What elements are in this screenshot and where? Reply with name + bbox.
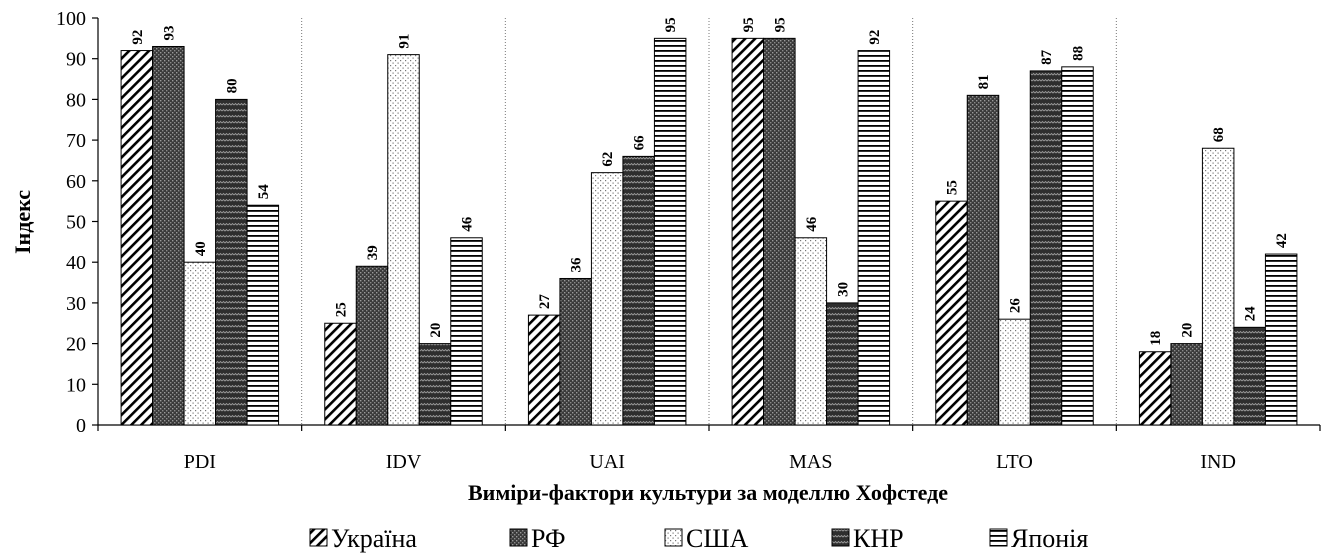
data-label: 24 [1243,306,1259,322]
data-label: 93 [161,25,177,40]
legend-swatch [831,528,850,547]
data-label: 92 [867,30,883,45]
bar [215,98,248,426]
data-label: 54 [256,184,272,200]
legend-label: Японія [1011,524,1088,553]
data-label: 95 [772,17,788,32]
data-label: 55 [945,180,961,195]
bar [998,318,1031,426]
x-tick-label: PDI [184,451,216,473]
bar [1201,147,1235,426]
bar [935,200,968,426]
bar [826,302,859,426]
y-tick-label: 0 [76,415,86,437]
legend-swatch [664,528,683,547]
data-label: 27 [537,294,553,310]
x-tick-label: UAI [589,451,625,473]
bar [966,94,1000,426]
x-tick-label: IDV [386,451,422,473]
bar [590,172,624,426]
bar [387,54,420,426]
bar [450,237,483,426]
bar [1061,66,1094,426]
x-axis-title: Виміри-фактори культури за моделлю Хофст… [468,480,948,505]
data-label: 18 [1148,331,1164,346]
bar [418,343,452,426]
y-tick-label: 60 [66,171,86,193]
data-label: 20 [1180,323,1196,338]
data-label: 46 [460,216,476,232]
x-tick-label: IND [1200,451,1236,473]
bar [152,45,185,426]
data-label: 36 [569,257,585,273]
plot-area: 0 10 20 30 40 50 60 70 80 90 100 92 93 40 80 54 PDI 25 39 9… [56,8,1321,473]
bar [246,204,280,426]
data-label: 40 [193,241,209,256]
data-label: 62 [600,152,616,167]
legend-swatch [509,528,528,547]
bar [355,265,389,426]
legend-label: США [686,524,749,553]
y-tick-label: 50 [66,212,86,234]
bar [1138,351,1172,426]
y-tick-label: 80 [66,89,86,111]
data-label: 42 [1274,233,1290,248]
data-label: 46 [804,216,820,232]
bar [622,155,655,426]
legend: Україна РФ США КНР Японія [309,524,1088,553]
data-label: 88 [1071,46,1087,61]
data-label: 30 [835,282,851,297]
bar [1170,343,1203,426]
data-label: 95 [663,17,679,32]
bar [653,37,687,426]
bar [120,50,154,426]
data-label: 39 [365,245,381,260]
bar [857,50,891,426]
legend-swatch [309,528,328,547]
x-tick-label: MAS [789,451,832,473]
bar [1233,326,1266,426]
y-axis-title: Індекс [10,190,35,254]
data-label: 25 [334,302,350,317]
y-tick-label: 10 [66,374,86,396]
y-tick-label: 100 [56,8,86,30]
bar [763,37,796,426]
x-tick-label: LTO [996,451,1033,473]
bar [183,261,217,426]
y-tick-label: 70 [66,130,86,152]
y-tick-label: 20 [66,334,86,356]
data-label: 87 [1039,49,1055,65]
legend-label: Україна [331,524,417,553]
bar [527,314,561,426]
data-label: 20 [428,323,444,338]
legend-swatch [989,528,1008,547]
data-label: 66 [632,135,648,151]
bar [731,37,765,426]
data-label: 80 [224,78,240,93]
bar [1264,253,1298,426]
legend-label: РФ [531,524,566,553]
y-tick-label: 30 [66,293,86,315]
y-tick-label: 40 [66,252,86,274]
data-label: 81 [976,74,992,89]
data-label: 68 [1211,127,1227,142]
data-label: 26 [1008,298,1024,314]
y-tick-label: 90 [66,49,86,71]
data-label: 95 [741,17,757,32]
legend-label: КНР [853,524,904,553]
data-label: 92 [130,30,146,45]
bar [324,322,357,426]
bar [794,237,828,426]
bar [559,277,592,426]
data-label: 91 [397,34,413,49]
bar [1029,70,1063,426]
